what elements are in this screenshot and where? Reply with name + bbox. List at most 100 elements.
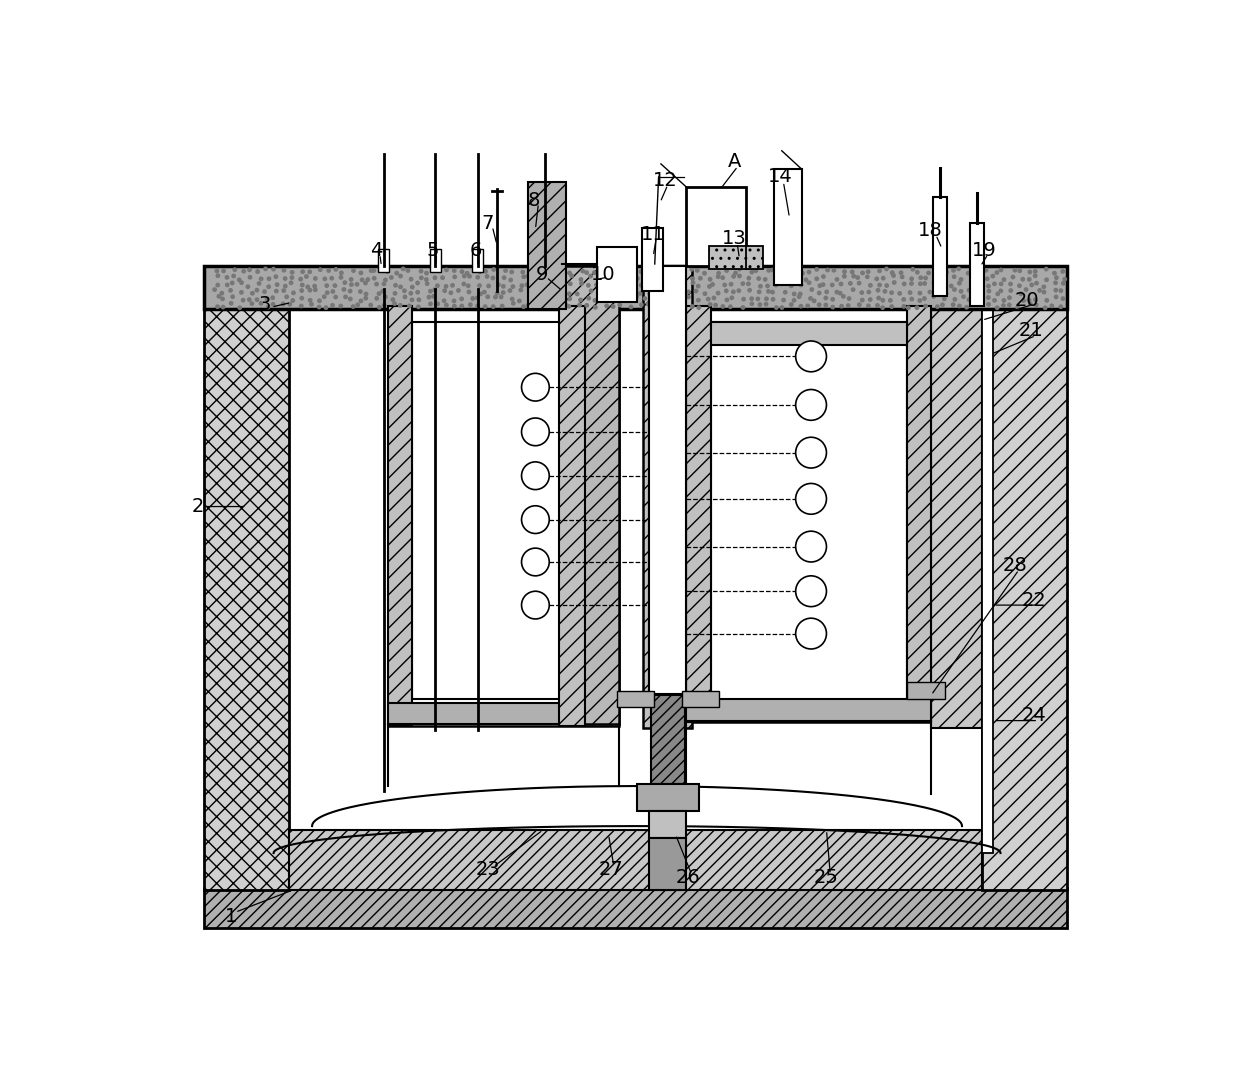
Circle shape <box>945 270 949 274</box>
Circle shape <box>603 295 605 298</box>
Circle shape <box>852 288 854 291</box>
Circle shape <box>649 292 651 295</box>
Circle shape <box>381 290 384 293</box>
Circle shape <box>882 277 885 280</box>
Circle shape <box>358 290 362 293</box>
Circle shape <box>807 281 811 284</box>
Circle shape <box>331 304 335 307</box>
Circle shape <box>1054 289 1058 292</box>
Circle shape <box>559 270 563 274</box>
Circle shape <box>629 305 632 309</box>
Bar <box>711 322 906 345</box>
Circle shape <box>675 278 678 281</box>
Circle shape <box>631 268 635 271</box>
Circle shape <box>449 291 453 294</box>
Circle shape <box>281 303 285 306</box>
Bar <box>686 306 711 723</box>
Circle shape <box>722 305 724 308</box>
Circle shape <box>239 291 243 294</box>
Circle shape <box>663 281 667 284</box>
Bar <box>388 306 619 726</box>
Circle shape <box>831 283 835 286</box>
Circle shape <box>415 291 419 294</box>
Circle shape <box>977 295 981 298</box>
Circle shape <box>348 297 352 300</box>
Bar <box>596 247 637 303</box>
Circle shape <box>797 295 801 298</box>
Circle shape <box>893 281 897 284</box>
Circle shape <box>852 275 856 278</box>
Circle shape <box>967 289 971 292</box>
Circle shape <box>766 290 770 293</box>
Circle shape <box>350 278 353 281</box>
Circle shape <box>1002 304 1006 307</box>
Circle shape <box>511 285 515 289</box>
Circle shape <box>729 282 733 285</box>
Circle shape <box>325 306 327 309</box>
Circle shape <box>272 267 275 270</box>
Circle shape <box>645 283 649 286</box>
Circle shape <box>522 591 549 619</box>
Circle shape <box>717 271 720 275</box>
Circle shape <box>410 298 414 302</box>
Circle shape <box>880 306 884 309</box>
Circle shape <box>544 275 548 278</box>
Circle shape <box>306 285 310 289</box>
Circle shape <box>268 277 270 280</box>
Circle shape <box>703 271 707 275</box>
Circle shape <box>985 268 988 272</box>
Circle shape <box>1054 295 1058 298</box>
Circle shape <box>226 276 228 279</box>
Circle shape <box>267 285 270 289</box>
Circle shape <box>742 297 745 300</box>
Circle shape <box>890 291 893 294</box>
Circle shape <box>825 304 827 307</box>
Circle shape <box>258 282 260 285</box>
Circle shape <box>378 306 381 309</box>
Circle shape <box>792 298 796 302</box>
Circle shape <box>543 295 547 299</box>
Circle shape <box>877 296 880 299</box>
Circle shape <box>580 282 583 285</box>
Circle shape <box>556 291 558 294</box>
Circle shape <box>796 437 826 468</box>
Circle shape <box>352 269 355 272</box>
Circle shape <box>655 270 658 274</box>
Bar <box>378 249 389 271</box>
Circle shape <box>800 305 802 308</box>
Circle shape <box>445 268 448 271</box>
Circle shape <box>766 284 769 288</box>
Circle shape <box>605 277 609 280</box>
Circle shape <box>475 296 479 299</box>
Circle shape <box>732 290 735 294</box>
Circle shape <box>708 303 712 306</box>
Circle shape <box>848 282 852 285</box>
Circle shape <box>1034 298 1037 302</box>
Circle shape <box>486 295 490 298</box>
Circle shape <box>732 275 735 278</box>
Circle shape <box>255 289 259 292</box>
Circle shape <box>957 267 960 270</box>
Circle shape <box>942 297 946 300</box>
Circle shape <box>784 291 787 294</box>
Circle shape <box>415 281 419 284</box>
Circle shape <box>910 282 913 285</box>
Circle shape <box>435 284 439 288</box>
Circle shape <box>467 291 471 294</box>
Circle shape <box>444 284 448 288</box>
Circle shape <box>428 295 430 298</box>
Circle shape <box>419 269 423 272</box>
Circle shape <box>629 292 632 295</box>
Circle shape <box>1018 269 1022 272</box>
Circle shape <box>771 297 775 300</box>
Circle shape <box>796 531 826 562</box>
Circle shape <box>818 284 822 288</box>
Circle shape <box>780 306 784 309</box>
Circle shape <box>547 282 551 285</box>
Circle shape <box>496 292 498 295</box>
Circle shape <box>471 297 475 300</box>
Circle shape <box>453 299 456 303</box>
Circle shape <box>977 269 980 272</box>
Circle shape <box>697 306 701 309</box>
Circle shape <box>466 284 470 288</box>
